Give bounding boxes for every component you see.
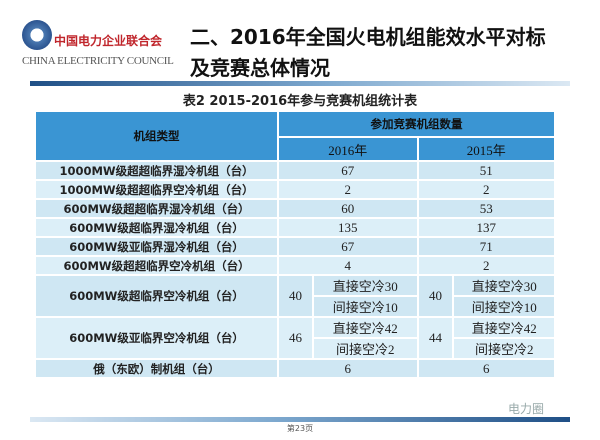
cell-2016-total: 40	[277, 274, 314, 318]
col-header-type: 机组类型	[33, 110, 280, 162]
cell-2015: 53	[416, 198, 557, 219]
cell-2015-direct: 直接空冷42	[452, 316, 556, 339]
page-number: 第23页	[286, 424, 314, 433]
stats-table: 机组类型 参加竞赛机组数量 2016年 2015年 1000MW级超超临界湿冷机组（…	[33, 110, 557, 379]
cell-2016-indirect: 间接空冷2	[311, 337, 419, 360]
cell-2016: 67	[277, 236, 419, 257]
title-line-2: 及竞赛总体情况	[190, 56, 330, 80]
title-line-1: 二、2016年全国火电机组能效水平对标	[190, 25, 546, 49]
org-name-cn: 中国电力企业联合会	[54, 34, 163, 48]
cell-2015: 51	[416, 160, 557, 181]
cell-2016-indirect: 间接空冷10	[311, 295, 419, 318]
cell-2016: 60	[277, 198, 419, 219]
cell-2015: 137	[416, 217, 557, 238]
cec-logo-icon	[22, 20, 52, 50]
cell-2015: 2	[416, 179, 557, 200]
row-type: 600MW级超超临界湿冷机组（台）	[33, 198, 280, 219]
row-type: 600MW级超超临界空冷机组（台）	[33, 255, 280, 276]
cell-2015-indirect: 间接空冷10	[452, 295, 556, 318]
cell-2016: 135	[277, 217, 419, 238]
col-header-2016: 2016年	[277, 136, 419, 162]
watermark: 电力圈	[508, 402, 545, 416]
row-type: 600MW级超临界湿冷机组（台）	[33, 217, 280, 238]
cell-2015: 71	[416, 236, 557, 257]
cell-2016: 67	[277, 160, 419, 181]
row-type: 600MW级亚临界空冷机组（台）	[33, 316, 280, 360]
slide-title: 二、2016年全国火电机组能效水平对标 及竞赛总体情况	[190, 22, 546, 84]
row-type: 600MW级超临界空冷机组（台）	[33, 274, 280, 318]
cell-2016: 6	[277, 358, 419, 379]
row-type: 600MW级亚临界湿冷机组（台）	[33, 236, 280, 257]
table-caption: 表2 2015-2016年参与竞赛机组统计表	[182, 94, 418, 109]
org-name-en: CHINA ELECTRICITY COUNCIL	[22, 55, 174, 67]
col-header-2015: 2015年	[416, 136, 557, 162]
cell-2015: 6	[416, 358, 557, 379]
row-type: 1000MW级超超临界空冷机组（台）	[33, 179, 280, 200]
row-type: 1000MW级超超临界湿冷机组（台）	[33, 160, 280, 181]
cell-2015-total: 40	[416, 274, 455, 318]
footer-divider	[30, 417, 570, 422]
cell-2016-direct: 直接空冷30	[311, 274, 419, 297]
cell-2015-direct: 直接空冷30	[452, 274, 556, 297]
cell-2016: 2	[277, 179, 419, 200]
cell-2015: 2	[416, 255, 557, 276]
header-divider	[30, 81, 570, 86]
cell-2015-total: 44	[416, 316, 455, 360]
row-type: 俄（东欧）制机组（台）	[33, 358, 280, 379]
cell-2016-total: 46	[277, 316, 314, 360]
cell-2015-indirect: 间接空冷2	[452, 337, 556, 360]
cell-2016-direct: 直接空冷42	[311, 316, 419, 339]
col-header-group: 参加竞赛机组数量	[277, 110, 556, 138]
cell-2016: 4	[277, 255, 419, 276]
